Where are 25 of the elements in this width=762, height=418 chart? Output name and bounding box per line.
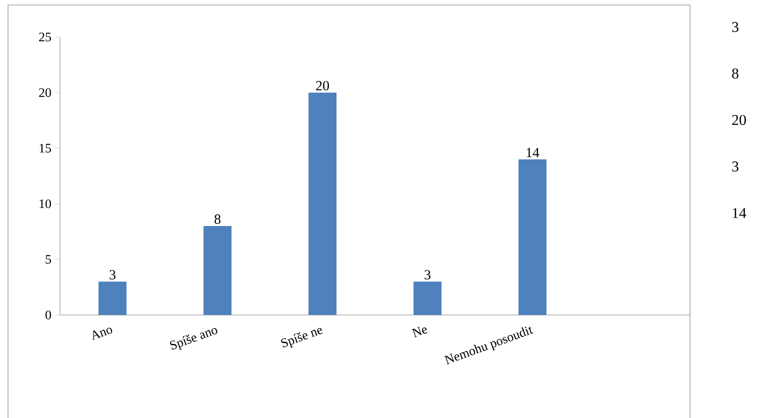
data-label: 8 <box>214 214 220 224</box>
x-tick-label: Ne <box>412 326 428 338</box>
x-tick-label: Spíše ne <box>281 328 323 348</box>
bar <box>308 92 337 315</box>
bar <box>518 159 546 315</box>
text: 20 <box>732 114 746 125</box>
y-tick-label: 25 <box>39 32 51 42</box>
text: 3 <box>732 161 738 172</box>
text: 3 <box>732 22 738 32</box>
bar <box>414 281 442 315</box>
bar <box>98 281 127 315</box>
y-tick-label: 10 <box>40 199 51 208</box>
text: 8 <box>732 68 738 78</box>
data-label: 3 <box>110 270 116 280</box>
data-label: 14 <box>526 148 540 157</box>
x-tick-label: Ano <box>92 328 112 340</box>
x-tick-label: Spíše ano <box>170 328 218 350</box>
y-tick-label: 5 <box>46 254 51 264</box>
bar <box>204 226 232 315</box>
data-label: 3 <box>424 270 430 280</box>
y-tick-label: 20 <box>39 88 51 97</box>
y-tick-label: 15 <box>40 144 51 152</box>
text: 14 <box>732 208 746 218</box>
y-tick-label: 0 <box>46 310 51 320</box>
data-label: 20 <box>316 80 329 90</box>
